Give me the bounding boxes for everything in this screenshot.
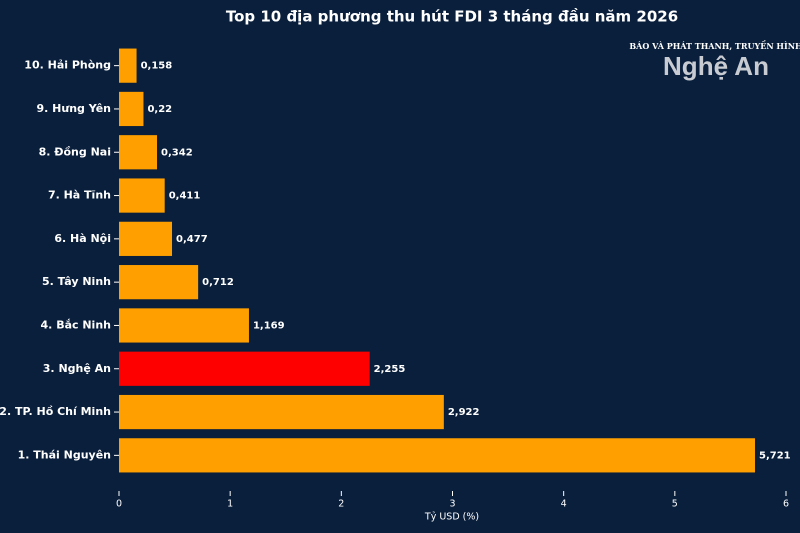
logo-tagline: BÁO VÀ PHÁT THANH, TRUYỀN HÌNH <box>629 41 800 51</box>
y-tick-label: 7. Hà Tĩnh <box>48 189 111 202</box>
x-tick-label: 5 <box>672 499 678 510</box>
bar <box>119 178 165 213</box>
value-label: 0,477 <box>176 234 208 245</box>
bar <box>119 221 173 256</box>
y-tick-label: 9. Hưng Yên <box>37 102 111 115</box>
value-label: 2,922 <box>448 407 480 418</box>
value-label: 1,169 <box>253 320 285 331</box>
y-tick-label: 10. Hải Phòng <box>24 59 111 72</box>
y-tick-label: 8. Đồng Nai <box>39 145 111 158</box>
logo-name: Nghệ An <box>663 51 769 81</box>
bar <box>119 135 158 170</box>
value-label: 5,721 <box>759 450 791 461</box>
bar <box>119 351 370 386</box>
value-label: 2,255 <box>374 364 406 375</box>
value-label: 0,22 <box>147 104 172 115</box>
y-tick-label: 3. Nghệ An <box>43 362 111 375</box>
bar <box>119 438 755 473</box>
value-label: 0,411 <box>169 191 201 202</box>
x-tick-label: 4 <box>561 499 567 510</box>
y-tick-label: 6. Hà Nội <box>54 232 111 245</box>
y-tick-label: 2. TP. Hồ Chí Minh <box>0 405 111 418</box>
bar <box>119 91 144 127</box>
y-tick-label: 1. Thái Nguyên <box>18 448 111 461</box>
bar <box>119 48 137 83</box>
y-tick-label: 5. Tây Ninh <box>42 275 111 288</box>
x-tick-label: 1 <box>227 499 233 510</box>
bar <box>119 394 444 430</box>
value-label: 0,158 <box>141 61 173 72</box>
bar <box>119 308 249 343</box>
value-label: 0,712 <box>202 277 234 288</box>
x-tick-label: 3 <box>449 499 455 510</box>
x-axis-label: Tỷ USD (%) <box>424 512 479 523</box>
bar <box>119 265 199 300</box>
x-tick-label: 6 <box>783 499 789 510</box>
x-tick-label: 0 <box>116 499 122 510</box>
value-label: 0,342 <box>161 147 193 158</box>
chart-title: Top 10 địa phương thu hút FDI 3 tháng đầ… <box>226 8 678 26</box>
x-tick-label: 2 <box>338 499 344 510</box>
y-tick-label: 4. Bắc Ninh <box>41 318 111 331</box>
